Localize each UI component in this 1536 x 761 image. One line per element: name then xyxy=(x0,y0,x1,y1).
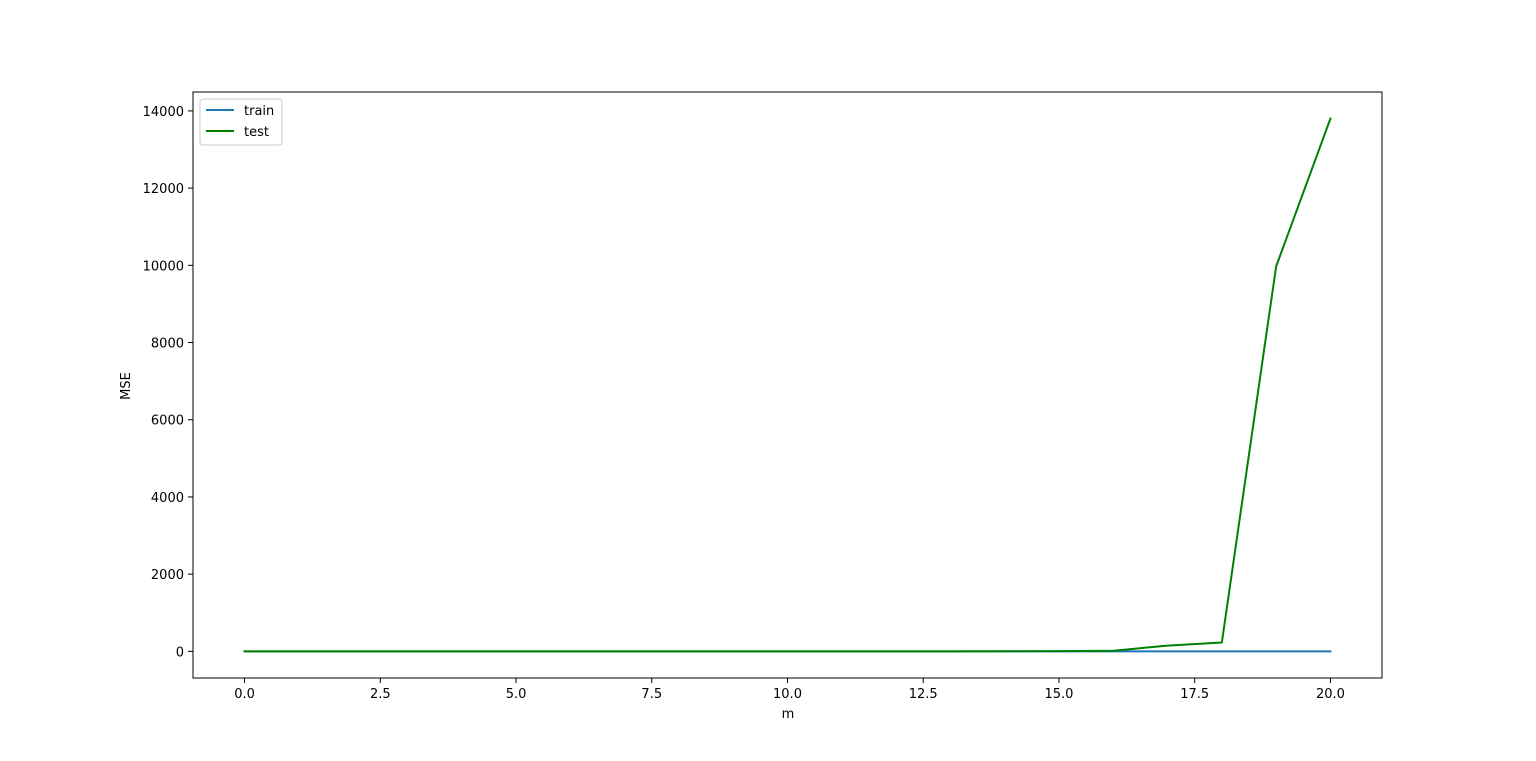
y-tick-label: 10000 xyxy=(143,259,184,274)
x-tick-label: 7.5 xyxy=(641,687,662,702)
y-tick-label: 6000 xyxy=(151,414,184,429)
x-tick-label: 2.5 xyxy=(370,687,391,702)
y-tick-label: 14000 xyxy=(143,105,184,120)
plot-area xyxy=(243,117,1332,653)
x-tick-label: 5.0 xyxy=(506,687,527,702)
y-tick-label: 12000 xyxy=(143,182,184,197)
y-tick-label: 2000 xyxy=(151,568,184,583)
axes: 0.0 2.5 5.0 7.5 10.0 12.5 15.0 17.5 20.0 0 2000 400… xyxy=(143,91,1383,702)
legend: train test xyxy=(199,98,283,146)
y-tick-label: 4000 xyxy=(151,491,184,506)
x-tick-label: 10.0 xyxy=(773,687,802,702)
x-tick-label: 20.0 xyxy=(1316,687,1345,702)
y-tick-label: 0 xyxy=(176,645,184,660)
y-tick-label: 8000 xyxy=(151,337,184,352)
legend-label-test: test xyxy=(244,125,269,140)
x-tick-label: 0.0 xyxy=(234,687,255,702)
legend-label-train: train xyxy=(244,104,274,119)
x-tick-label: 17.5 xyxy=(1180,687,1209,702)
x-tick-label: 12.5 xyxy=(909,687,938,702)
y-axis-label: MSE xyxy=(119,372,134,400)
x-tick-label: 15.0 xyxy=(1044,687,1073,702)
x-axis-label: m xyxy=(782,707,795,722)
series-line-test xyxy=(243,117,1332,653)
